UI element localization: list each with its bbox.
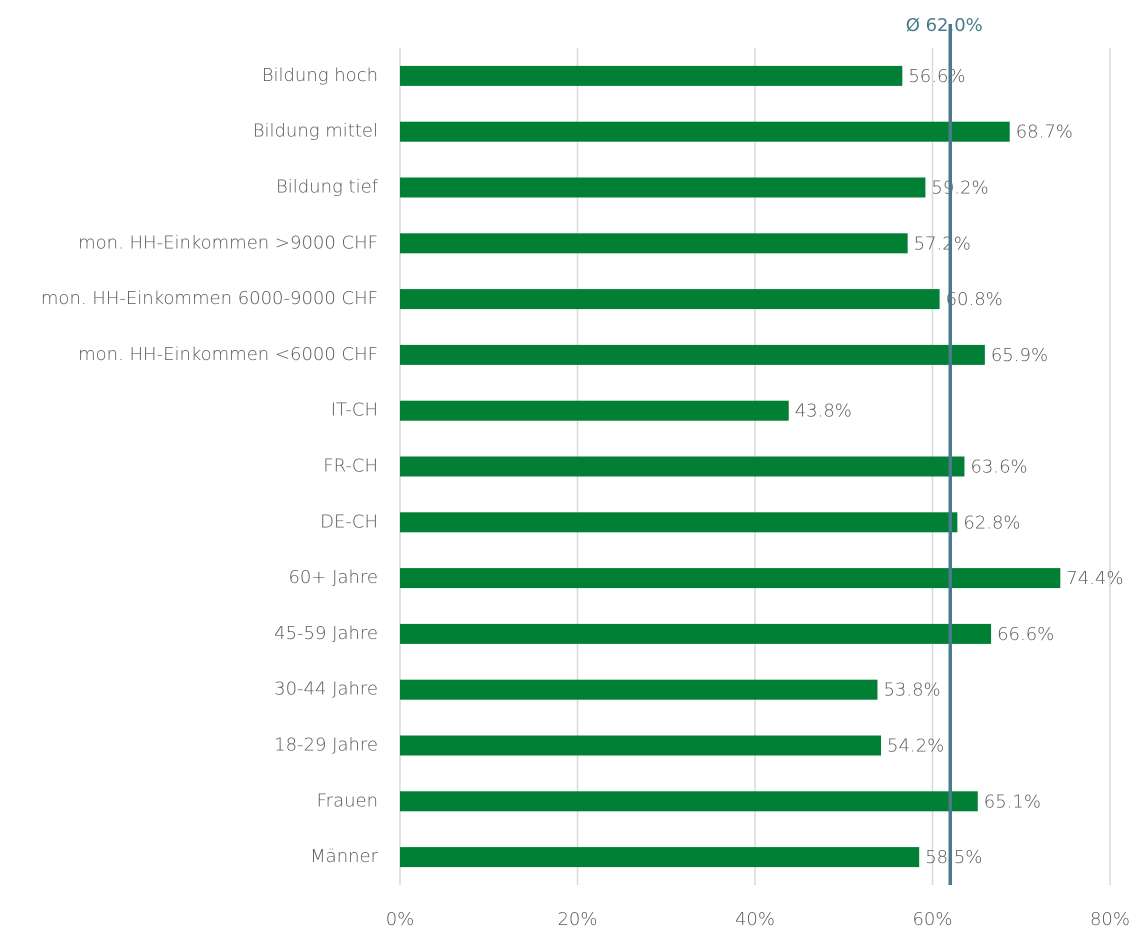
bar [400,791,978,812]
value-label: 62.8% [963,512,1020,533]
bar [400,233,908,254]
category-label: Bildung mittel [253,121,378,142]
category-label: mon. HH-Einkommen >9000 CHF [78,232,378,253]
category-label: Bildung hoch [262,65,378,86]
bar [400,568,1061,589]
value-label: 65.1% [984,791,1041,812]
bar [400,400,789,421]
bar [400,289,940,310]
bar [400,512,958,533]
reference-label: Ø 62.0% [906,15,983,36]
value-label: 66.6% [997,624,1054,645]
bar [400,65,903,86]
bar [400,679,878,700]
bar [400,847,920,868]
value-label: 60.8% [946,289,1003,310]
category-label: 30-44 Jahre [274,679,378,700]
x-tick-label: 0% [386,909,415,930]
value-label: 43.8% [795,401,852,422]
x-tick-label: 80% [1090,909,1130,930]
category-label: mon. HH-Einkommen <6000 CHF [78,344,378,365]
value-label: 68.7% [1016,122,1073,143]
value-label: 65.9% [991,345,1048,366]
bar [400,623,992,644]
value-label: 53.8% [883,680,940,701]
category-label: mon. HH-Einkommen 6000-9000 CHF [41,288,378,309]
bar [400,177,926,198]
category-label: IT-CH [331,400,378,421]
value-label: 74.4% [1066,568,1123,589]
value-label: 54.2% [887,736,944,757]
value-label: 56.6% [908,66,965,87]
bar [400,121,1010,142]
value-label: 63.6% [970,457,1027,478]
category-label: Bildung tief [276,177,379,198]
x-tick-label: 40% [735,909,775,930]
category-label: 60+ Jahre [288,567,378,588]
value-label: 59.2% [931,178,988,199]
bar [400,456,965,477]
bar [400,735,882,756]
x-tick-label: 20% [557,909,597,930]
category-label: Frauen [317,790,378,811]
x-tick-label: 60% [912,909,952,930]
category-label: Männer [310,846,378,867]
value-label: 58.5% [925,847,982,868]
category-label: DE-CH [320,511,378,532]
category-label: 18-29 Jahre [274,735,378,756]
bar [400,344,985,365]
category-label: 45-59 Jahre [274,623,378,644]
value-label: 57.2% [914,233,971,254]
category-label: FR-CH [323,456,378,477]
